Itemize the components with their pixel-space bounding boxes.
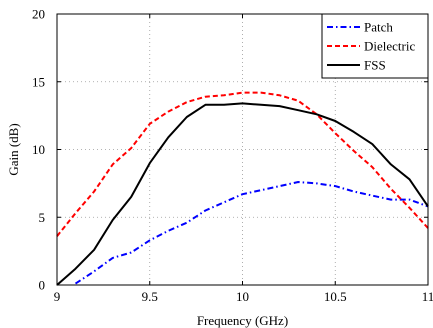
y-axis-label: Gain (dB) [6,123,21,175]
x-tick-label: 10.5 [324,289,347,304]
series-lines [56,91,429,286]
x-tick-label: 9 [54,289,61,304]
x-axis-label: Frequency (GHz) [197,313,288,328]
x-tick-label: 11 [422,289,433,304]
y-tick-label: 5 [39,210,46,225]
axis-ticks: 9 9.5 10 10.5 11 0 5 10 15 20 [32,7,433,305]
y-tick-label: 15 [32,74,45,89]
x-tick-label: 9.5 [142,289,158,304]
x-tick-label: 10 [236,289,249,304]
series-line-dielectric [56,91,429,237]
legend-label-fss: FSS [364,58,386,73]
series-line-patch [74,181,429,285]
series-line-fss [56,102,429,286]
legend: Patch Dielectric FSS [321,13,429,79]
y-tick-label: 20 [32,7,45,22]
y-tick-label: 0 [39,278,46,293]
legend-label-dielectric: Dielectric [364,39,415,54]
legend-label-patch: Patch [364,20,393,35]
y-tick-label: 10 [32,142,45,157]
